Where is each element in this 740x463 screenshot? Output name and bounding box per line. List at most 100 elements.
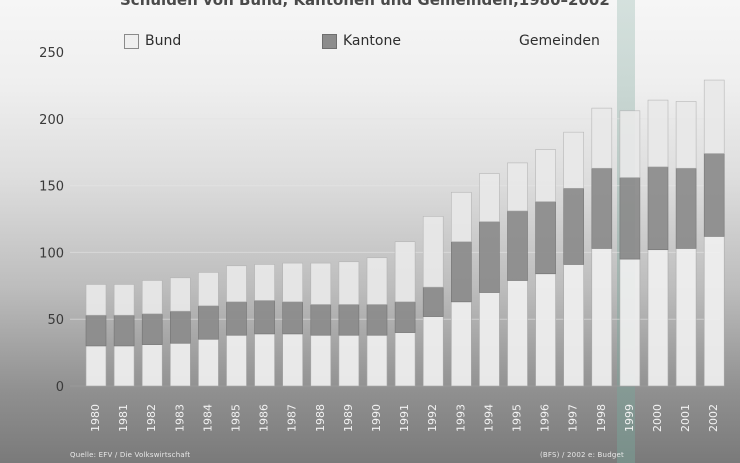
x-tick-label: 1995: [511, 404, 524, 432]
y-tick-label: 0: [56, 380, 64, 395]
bar-segment-bund: [479, 292, 500, 387]
bar-segment-kantone: [394, 301, 416, 333]
x-tick-label: 2002: [707, 404, 720, 432]
bar-segment-kantone: [141, 313, 163, 345]
x-tick-label: 1992: [426, 404, 439, 432]
budget-note: (BFS) / 2002 e: Budget: [540, 451, 624, 459]
bar-segment-gemeinden: [198, 272, 219, 307]
bar-segment-bund: [619, 258, 641, 387]
bar-segment-gemeinden: [675, 101, 697, 169]
bar-segment-gemeinden: [535, 149, 556, 202]
x-tick-label: 1989: [342, 404, 355, 432]
bar-segment-gemeinden: [226, 265, 247, 303]
bar-segment-bund: [338, 334, 360, 387]
bar-segment-bund: [394, 332, 416, 387]
bar-segment-bund: [170, 342, 191, 387]
legend-label-gemeinden: Gemeinden: [519, 33, 600, 49]
bar-segment-kantone: [619, 177, 641, 260]
bar-segment-bund: [254, 333, 275, 387]
bar-segment-gemeinden: [141, 280, 163, 315]
x-tick-label: 1983: [173, 404, 186, 432]
bar-segment-gemeinden: [282, 262, 304, 303]
bar-segment-kantone: [675, 167, 697, 249]
bar-segment-bund: [85, 345, 107, 387]
bar-segment-bund: [198, 338, 219, 387]
bar-segment-gemeinden: [254, 264, 275, 301]
bar-segment-bund: [450, 301, 472, 387]
x-tick-label: 1999: [623, 404, 636, 432]
y-tick-label: 150: [39, 180, 64, 195]
bars: [85, 79, 725, 387]
bar-segment-gemeinden: [310, 262, 332, 305]
source-note: Quelle: EFV / Die Volkswirtschaft: [70, 451, 191, 459]
x-tick-label: 1990: [370, 404, 383, 432]
x-tick-label: 1997: [567, 404, 580, 432]
bar-segment-bund: [226, 334, 247, 387]
bar-segment-gemeinden: [113, 284, 135, 316]
x-tick-label: 2001: [679, 404, 692, 432]
bar-segment-gemeinden: [703, 79, 725, 154]
legend-item-gemeinden: Gemeinden: [519, 33, 600, 49]
bar-segment-gemeinden: [394, 241, 416, 303]
x-tick-label: 1998: [595, 404, 608, 432]
bar-segment-bund: [422, 316, 444, 387]
x-tick-label: 1988: [314, 404, 327, 432]
x-tick-label: 1993: [454, 404, 467, 432]
bar-segment-kantone: [226, 301, 247, 336]
x-tick-label: 1980: [89, 404, 102, 432]
bar-segment-gemeinden: [422, 216, 444, 288]
bar-segment-bund: [563, 264, 585, 387]
bar-segment-kantone: [254, 300, 275, 335]
bar-segment-kantone: [366, 304, 388, 336]
bar-segment-gemeinden: [507, 162, 528, 212]
bar-segment-bund: [703, 236, 725, 387]
bar-segment-gemeinden: [366, 257, 388, 305]
bar-segment-kantone: [507, 210, 528, 281]
bar-segment-gemeinden: [619, 110, 641, 178]
legend-item-kantone: Kantone: [322, 33, 401, 49]
x-axis-ticks: 1980 1981 1982 1983 1984 1985 1986 1987 1988 1989…: [89, 404, 720, 432]
bar-segment-bund: [141, 344, 163, 387]
bar-segment-gemeinden: [85, 284, 107, 316]
chart-title: Schulden von Bund, Kantonen und Gemeinde…: [120, 0, 610, 9]
bar-segment-kantone: [198, 305, 219, 340]
bar-segment-kantone: [535, 201, 556, 275]
bar-segment-bund: [282, 333, 304, 387]
bar-segment-bund: [366, 334, 388, 387]
bar-segment-kantone: [479, 221, 500, 293]
bar-segment-kantone: [85, 314, 107, 347]
y-tick-label: 250: [39, 46, 64, 61]
legend-label-bund: Bund: [145, 33, 182, 49]
bar-segment-kantone: [422, 286, 444, 317]
legend-swatch-kantone: [322, 33, 337, 49]
x-tick-label: 1991: [398, 404, 411, 432]
bar-segment-gemeinden: [591, 107, 613, 169]
bar-segment-kantone: [450, 241, 472, 303]
bar-segment-bund: [310, 334, 332, 387]
bar-segment-kantone: [703, 153, 725, 237]
x-tick-label: 1996: [539, 404, 552, 432]
x-tick-label: 1985: [230, 404, 243, 432]
bar-segment-bund: [675, 248, 697, 387]
x-tick-label: 1982: [145, 404, 158, 432]
bar-segment-gemeinden: [479, 173, 500, 222]
bar-segment-kantone: [591, 167, 613, 249]
x-tick-label: 1984: [201, 404, 214, 432]
bar-segment-kantone: [170, 310, 191, 344]
bar-segment-kantone: [113, 314, 135, 347]
bar-segment-bund: [535, 273, 556, 387]
y-tick-label: 200: [39, 113, 64, 128]
bar-segment-bund: [507, 280, 528, 387]
bar-segment-gemeinden: [338, 261, 360, 305]
bar-segment-kantone: [310, 304, 332, 336]
bar-segment-bund: [591, 248, 613, 387]
x-tick-label: 1986: [258, 404, 271, 432]
legend-label-kantone: Kantone: [343, 33, 401, 49]
x-tick-label: 1987: [286, 404, 299, 432]
bar-segment-bund: [647, 249, 669, 387]
bar-segment-bund: [113, 345, 135, 387]
legend-swatch-bund: [124, 33, 139, 49]
bar-segment-kantone: [282, 301, 304, 335]
